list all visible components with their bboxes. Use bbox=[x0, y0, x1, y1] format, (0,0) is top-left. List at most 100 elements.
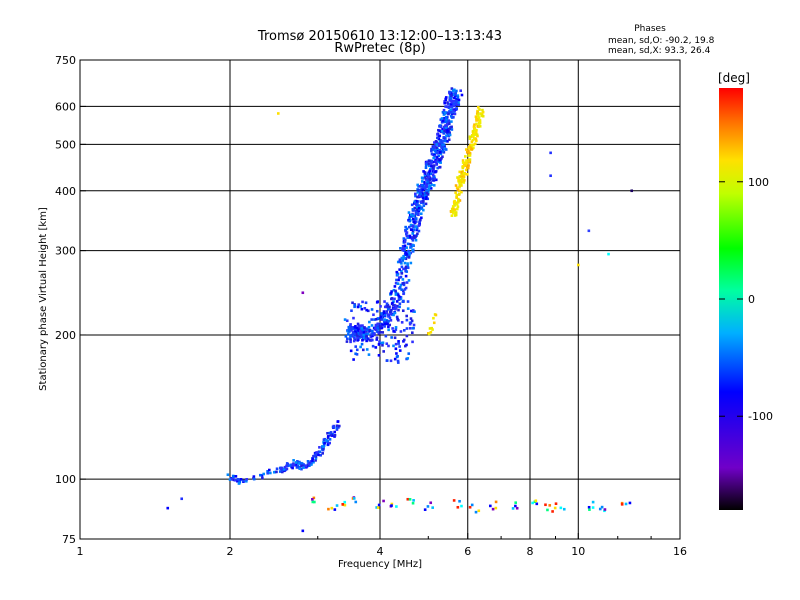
o-low-point-157 bbox=[326, 435, 330, 438]
o-f-point-620 bbox=[437, 160, 440, 163]
o-f-point-335 bbox=[402, 237, 406, 240]
o-f-point-707 bbox=[435, 143, 439, 146]
o-low-point-73 bbox=[292, 463, 296, 467]
o-f-point-296 bbox=[398, 260, 401, 263]
y-tick-label-100: 100 bbox=[55, 473, 76, 486]
x-trace-point-67 bbox=[462, 175, 466, 178]
o-f-point-601 bbox=[429, 167, 432, 171]
o-low-point-29 bbox=[259, 473, 262, 477]
x-trace-point-107 bbox=[465, 151, 469, 154]
o-f-point-702 bbox=[441, 139, 445, 143]
o-f-point-625 bbox=[439, 161, 442, 164]
o-f-cusp-point-56 bbox=[409, 317, 413, 320]
e-echo-point-10-1 bbox=[494, 500, 498, 504]
o-f-point-619 bbox=[435, 160, 438, 163]
o-f-cusp-point-83 bbox=[387, 344, 390, 348]
o-f-point-491 bbox=[421, 196, 425, 200]
o-f-point-464 bbox=[414, 194, 417, 198]
o-f-cusp-point-29 bbox=[405, 314, 408, 318]
x-trace-point-89 bbox=[462, 165, 465, 168]
o-f-cusp-point-54 bbox=[395, 315, 399, 319]
o-f-cusp-point-137 bbox=[391, 303, 395, 307]
o-low-point-108 bbox=[312, 460, 315, 464]
e-echo-point-5-0 bbox=[390, 502, 394, 506]
grid-lines bbox=[80, 60, 680, 539]
o-f-point-621 bbox=[429, 162, 433, 166]
x-trace-point-122 bbox=[467, 146, 471, 150]
o-f-cusp-point-124 bbox=[393, 336, 397, 340]
o-f-cusp-point-75 bbox=[377, 343, 381, 346]
e-echo-point-4-2 bbox=[382, 499, 385, 503]
o-f-point-777 bbox=[450, 125, 453, 129]
o-low-point-128 bbox=[314, 452, 318, 456]
x-trace-point-188 bbox=[481, 114, 485, 118]
o-f-point-120 bbox=[378, 325, 381, 328]
x-trace-point-82 bbox=[467, 164, 470, 167]
o-f-point-681 bbox=[432, 146, 436, 150]
o-f-point-560 bbox=[423, 171, 427, 174]
o-f-cusp-point-0 bbox=[388, 323, 392, 327]
e-echo-point-0-0 bbox=[313, 500, 316, 504]
phases-heading: Phases bbox=[634, 24, 666, 34]
x-low-point-4 bbox=[430, 326, 434, 330]
o-f-point-853 bbox=[455, 102, 458, 105]
isolated-point-0 bbox=[166, 506, 170, 510]
x-trace-point-10 bbox=[449, 210, 453, 214]
o-f-point-329 bbox=[411, 248, 414, 252]
e-echo-point-10-2 bbox=[489, 504, 492, 508]
o-low-point-169 bbox=[335, 428, 339, 431]
o-f-point-767 bbox=[442, 117, 445, 120]
o-f-point-185 bbox=[380, 312, 383, 315]
o-f-cusp-point-7 bbox=[406, 307, 410, 310]
o-f-point-834 bbox=[443, 101, 446, 105]
o-f-point-748 bbox=[445, 134, 448, 137]
o-f-cusp-point-41 bbox=[396, 354, 399, 358]
o-f-point-893 bbox=[459, 89, 463, 93]
x-trace-point-80 bbox=[464, 168, 468, 172]
o-f-point-890 bbox=[450, 87, 454, 90]
o-f-point-551 bbox=[424, 184, 428, 188]
o-f-point-891 bbox=[456, 94, 460, 97]
o-low-point-154 bbox=[325, 438, 328, 442]
o-f-point-393 bbox=[407, 225, 411, 229]
o-f-point-585 bbox=[428, 164, 431, 168]
o-f-cusp-point-106 bbox=[353, 305, 356, 309]
x-axis-label: Frequency [MHz] bbox=[338, 559, 422, 570]
o-low-point-67 bbox=[289, 463, 293, 467]
o-f-point-546 bbox=[420, 184, 424, 187]
o-f-point-755 bbox=[440, 130, 444, 133]
o-f-cusp-point-132 bbox=[345, 340, 349, 343]
o-low-point-143 bbox=[322, 445, 325, 449]
o-f-point-349 bbox=[414, 238, 418, 242]
o-f-point-548 bbox=[426, 178, 430, 182]
o-low-point-15 bbox=[239, 478, 243, 481]
o-low-point-21 bbox=[242, 479, 245, 483]
o-f-point-618 bbox=[434, 158, 437, 162]
o-f-point-710 bbox=[436, 136, 439, 140]
chart-title: Tromsø 20150610 13:12:00–13:13:43 bbox=[257, 29, 502, 44]
x-trace-point-104 bbox=[468, 151, 471, 155]
o-f-cusp-point-58 bbox=[351, 301, 354, 305]
o-low-point-37 bbox=[278, 470, 282, 473]
x-trace-point-166 bbox=[478, 121, 482, 125]
o-f-point-162 bbox=[386, 321, 389, 325]
o-f-cusp-point-16 bbox=[349, 323, 352, 326]
o-f-point-506 bbox=[423, 182, 427, 186]
o-f-point-205 bbox=[393, 311, 397, 315]
o-f-point-410 bbox=[412, 217, 415, 221]
x-trace-point-140 bbox=[474, 137, 478, 141]
o-f-point-105 bbox=[362, 333, 365, 336]
x-trace-point-164 bbox=[472, 124, 476, 128]
isolated-point-9 bbox=[607, 252, 610, 256]
o-f-point-280 bbox=[406, 263, 410, 267]
x-trace-point-103 bbox=[468, 154, 472, 157]
e-echo-point-9-1 bbox=[477, 509, 481, 513]
o-f-point-731 bbox=[441, 127, 444, 131]
e-echo-point-16-3 bbox=[603, 508, 607, 511]
e-echo-point-13-3 bbox=[551, 510, 554, 513]
o-f-point-626 bbox=[427, 159, 431, 163]
o-f-cusp-point-87 bbox=[395, 352, 398, 355]
o-f-point-766 bbox=[445, 123, 449, 127]
o-f-point-870 bbox=[455, 97, 459, 101]
x-trace-point-176 bbox=[474, 115, 478, 119]
